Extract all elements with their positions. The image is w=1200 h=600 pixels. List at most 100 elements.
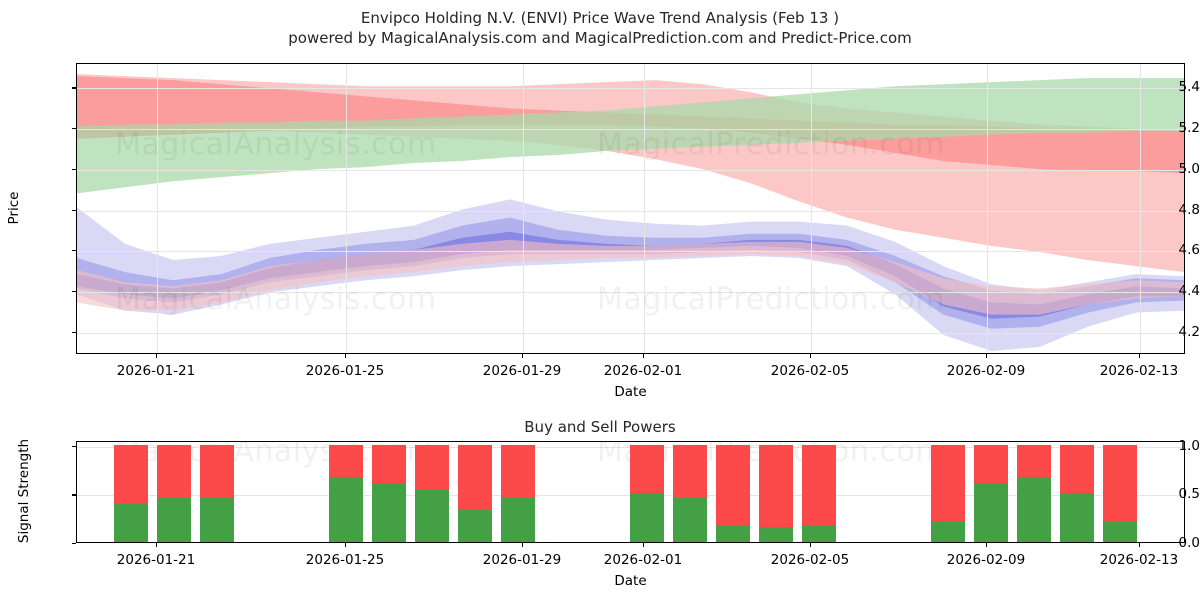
gridline-h [77,333,1184,334]
bar-segment-buy [458,510,492,542]
bar-stack[interactable] [931,445,965,542]
bar-stack[interactable] [1060,445,1094,542]
bar-segment-sell [329,445,363,477]
top-ytick-mark [72,87,76,88]
top-xtick-label: 2026-01-21 [117,363,195,379]
bar-segment-buy [329,477,363,542]
bar-stack[interactable] [372,445,406,542]
bar-segment-buy [501,498,535,542]
top-xtick-label: 2026-01-25 [306,363,384,379]
top-x-axis-label: Date [571,384,691,400]
top-xtick-mark [522,354,523,358]
bottom-ytick-label: 0.0 [1134,535,1200,551]
bottom-xtick-mark [643,543,644,547]
bar-stack[interactable] [157,445,191,542]
bar-stack[interactable] [415,445,449,542]
top-ytick-label: 5.0 [1134,161,1200,177]
bottom-xtick-label: 2026-01-29 [483,552,561,568]
bar-stack[interactable] [802,445,836,542]
gridline-h [77,129,1184,130]
bottom-xtick-mark [1139,543,1140,547]
bar-segment-buy [974,483,1008,542]
buy-sell-panel-title: Buy and Sell Powers [0,418,1200,436]
top-xtick-label: 2026-02-13 [1100,363,1178,379]
bar-segment-sell [974,445,1008,483]
bottom-ytick-mark [72,494,76,495]
bar-segment-sell [673,445,707,498]
gridline-v [523,64,524,353]
bar-segment-sell [415,445,449,490]
top-xtick-mark [156,354,157,358]
top-ytick-label: 5.2 [1134,120,1200,136]
top-ytick-label: 4.2 [1134,324,1200,340]
bar-segment-buy [802,526,836,542]
bar-segment-buy [415,490,449,542]
gridline-v [346,64,347,353]
gridline-h [77,211,1184,212]
bottom-xtick-label: 2026-02-01 [604,552,682,568]
bar-segment-sell [1017,445,1051,477]
top-xtick-mark [643,354,644,358]
chart-title-block: Envipco Holding N.V. (ENVI) Price Wave T… [0,8,1200,48]
bar-segment-sell [630,445,664,494]
bar-stack[interactable] [673,445,707,542]
page-subtitle: powered by MagicalAnalysis.com and Magic… [0,28,1200,48]
bar-segment-sell [1103,445,1137,521]
bar-stack[interactable] [716,445,750,542]
top-xtick-mark [1139,354,1140,358]
top-ytick-mark [72,128,76,129]
bar-segment-sell [1060,445,1094,494]
bar-segment-sell [458,445,492,510]
bottom-xtick-label: 2026-01-21 [117,552,195,568]
bottom-xtick-label: 2026-02-13 [1100,552,1178,568]
gridline-v [811,64,812,353]
bar-stack[interactable] [114,445,148,542]
bottom-x-axis-label: Date [571,573,691,589]
bottom-xtick-label: 2026-01-25 [306,552,384,568]
bar-stack[interactable] [1103,445,1137,542]
top-xtick-mark [810,354,811,358]
gridline-v [644,64,645,353]
price-wave-chart-axes: MagicalAnalysis.com MagicalPrediction.co… [76,63,1185,354]
bar-segment-sell [716,445,750,527]
bar-stack[interactable] [200,445,234,542]
bar-segment-sell [802,445,836,527]
bar-stack[interactable] [329,445,363,542]
gridline-h [77,88,1184,89]
gridline-v [987,64,988,353]
figure-canvas: Envipco Holding N.V. (ENVI) Price Wave T… [0,0,1200,600]
bar-segment-sell [114,445,148,504]
gridline-v [157,64,158,353]
bar-segment-buy [1103,521,1137,542]
bottom-xtick-mark [345,543,346,547]
bottom-xtick-mark [810,543,811,547]
bar-stack[interactable] [630,445,664,542]
top-ytick-label: 4.6 [1134,242,1200,258]
bar-stack[interactable] [974,445,1008,542]
top-xtick-mark [986,354,987,358]
bar-segment-buy [716,526,750,542]
bar-segment-buy [673,498,707,542]
gridline-h [77,170,1184,171]
bar-segment-buy [157,498,191,542]
top-xtick-label: 2026-02-05 [771,363,849,379]
bar-segment-buy [372,483,406,542]
top-ytick-mark [72,250,76,251]
top-ytick-mark [72,169,76,170]
top-xtick-label: 2026-01-29 [483,363,561,379]
bar-stack[interactable] [458,445,492,542]
top-ytick-mark [72,210,76,211]
top-ytick-label: 4.4 [1134,283,1200,299]
bar-stack[interactable] [1017,445,1051,542]
bottom-ytick-label: 1.0 [1134,438,1200,454]
bottom-xtick-mark [986,543,987,547]
bottom-xtick-mark [522,543,523,547]
bar-stack[interactable] [759,445,793,542]
bar-stack[interactable] [501,445,535,542]
bar-segment-buy [759,527,793,542]
bottom-ytick-label: 0.5 [1134,486,1200,502]
bar-segment-sell [501,445,535,498]
buy-sell-chart-axes: MagicalAnalysis.com MagicalPrediction.co… [76,441,1185,543]
page-title: Envipco Holding N.V. (ENVI) Price Wave T… [0,8,1200,28]
top-y-axis-label: Price [6,168,22,248]
